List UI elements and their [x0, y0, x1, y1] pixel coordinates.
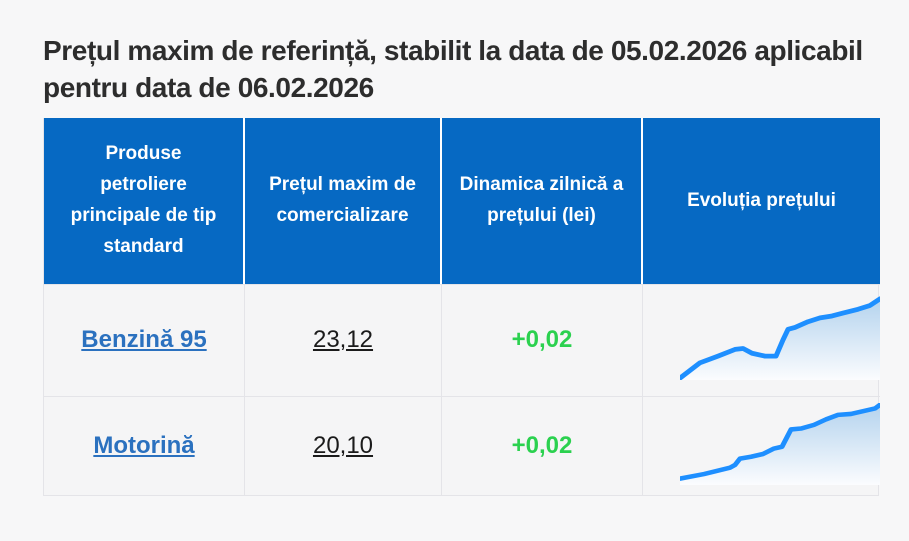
change-cell: +0,02 [442, 395, 643, 495]
header-max-price-label: Prețul maxim de comercializare [269, 174, 416, 226]
header-price-evolution-label: Evoluția prețului [687, 189, 836, 211]
max-price-link-benzina-95[interactable]: 23,12 [312, 326, 374, 354]
product-cell: Motorină [44, 395, 245, 495]
max-price-link-motorina[interactable]: 20,10 [312, 431, 374, 459]
spark-cell [643, 283, 880, 396]
daily-change-value: +0,02 [511, 431, 573, 459]
page-title: Prețul maxim de referință, stabilit la d… [43, 35, 863, 103]
header-products: Produse petroliere principale de tip sta… [44, 117, 245, 284]
change-cell: +0,02 [442, 283, 643, 396]
fuel-price-table: Produse petroliere principale de tip sta… [43, 117, 880, 496]
price-evolution-sparkline [677, 294, 880, 381]
daily-change-value: +0,02 [511, 326, 573, 354]
header-daily-change-label: Dinamica zilnică a prețului (lei) [459, 174, 624, 226]
header-max-price: Prețul maxim de comercializare [245, 117, 442, 284]
spark-cell [643, 395, 880, 495]
header-products-label: Produse petroliere principale de tip sta… [70, 143, 217, 257]
header-price-evolution: Evoluția prețului [643, 117, 880, 284]
price-cell: 23,12 [245, 283, 442, 396]
product-link-benzina-95[interactable]: Benzină 95 [81, 326, 207, 354]
product-cell: Benzină 95 [44, 283, 245, 396]
header-daily-change: Dinamica zilnică a prețului (lei) [442, 117, 643, 284]
price-evolution-sparkline [677, 402, 880, 485]
price-cell: 20,10 [245, 395, 442, 495]
product-link-motorina[interactable]: Motorină [93, 431, 195, 459]
